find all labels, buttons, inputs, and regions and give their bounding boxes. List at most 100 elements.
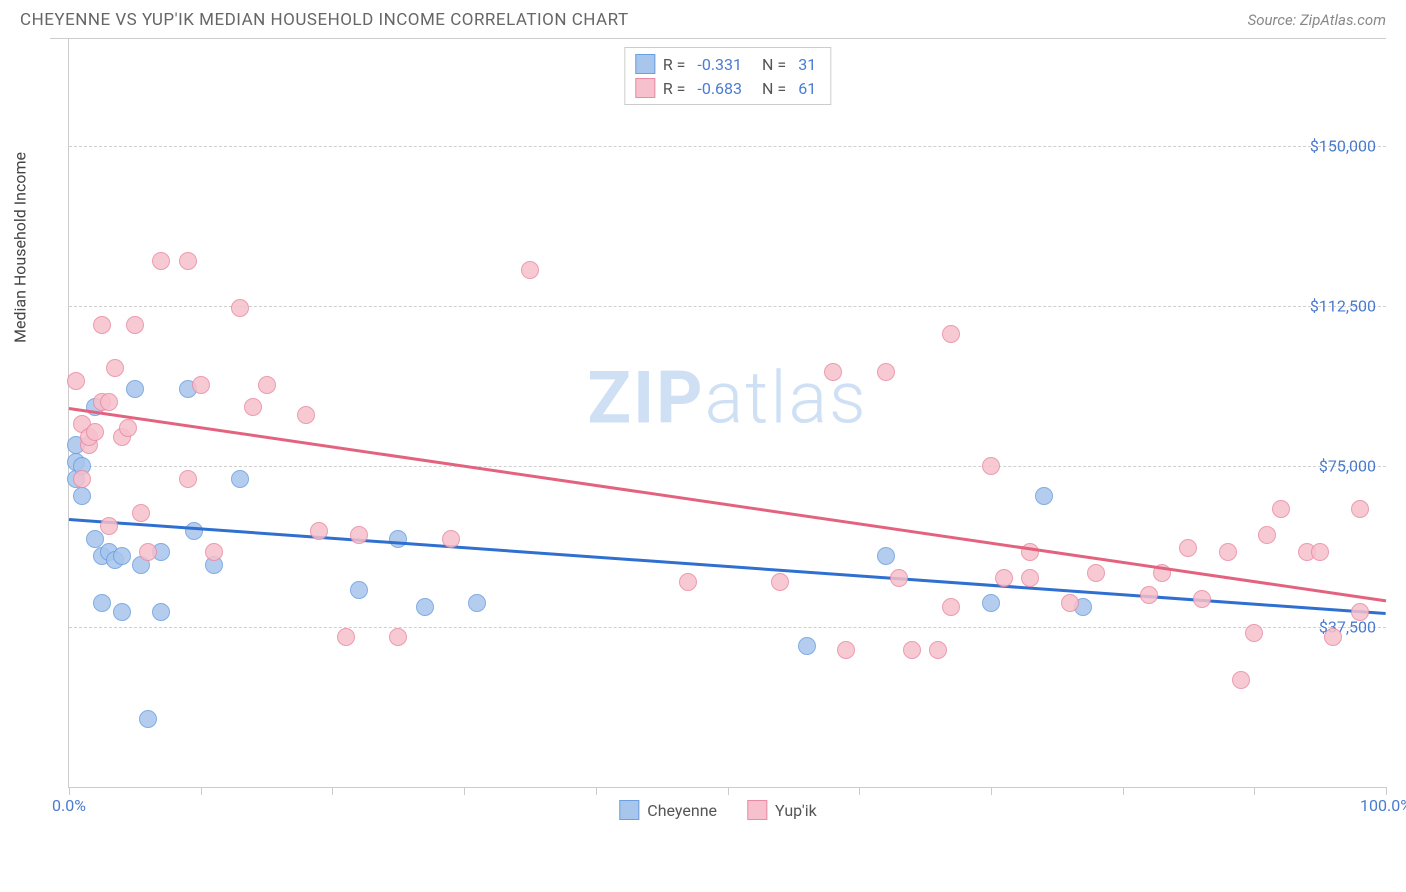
plot-area: ZIPatlas R = -0.331 N = 31 R = -0.683 N … (68, 39, 1386, 788)
r-value-yupik: -0.683 (697, 79, 742, 98)
scatter-point-cheyenne (93, 594, 111, 612)
y-tick-label: $112,500 (1310, 297, 1376, 316)
x-tick (1254, 787, 1255, 795)
legend-item-cheyenne: Cheyenne (619, 800, 717, 820)
scatter-point-cheyenne (468, 594, 486, 612)
scatter-point-yup'ik (244, 398, 262, 416)
x-tick (1386, 787, 1387, 795)
x-tick-label: 0.0% (52, 796, 86, 815)
scatter-point-yup'ik (119, 419, 137, 437)
trend-line-cheyenne (69, 518, 1386, 615)
scatter-point-yup'ik (297, 406, 315, 424)
n-value-yupik: 61 (798, 79, 816, 98)
scatter-point-cheyenne (185, 522, 203, 540)
scatter-point-yup'ik (995, 569, 1013, 587)
scatter-point-yup'ik (1087, 564, 1105, 582)
scatter-point-cheyenne (152, 603, 170, 621)
scatter-point-yup'ik (231, 299, 249, 317)
scatter-point-yup'ik (982, 457, 1000, 475)
scatter-point-yup'ik (890, 569, 908, 587)
source-attribution: Source: ZipAtlas.com (1248, 11, 1386, 29)
scatter-point-yup'ik (126, 316, 144, 334)
scatter-point-yup'ik (1140, 586, 1158, 604)
gridline (69, 306, 1386, 307)
scatter-point-yup'ik (67, 372, 85, 390)
x-tick (1123, 787, 1124, 795)
scatter-point-yup'ik (1324, 628, 1342, 646)
legend-label-yupik: Yup'ik (775, 801, 817, 820)
scatter-point-yup'ik (929, 641, 947, 659)
scatter-point-cheyenne (982, 594, 1000, 612)
watermark-light: atlas (705, 356, 868, 441)
scatter-point-yup'ik (1311, 543, 1329, 561)
scatter-point-yup'ik (93, 316, 111, 334)
scatter-point-cheyenne (877, 547, 895, 565)
scatter-point-yup'ik (1232, 671, 1250, 689)
scatter-point-cheyenne (1035, 487, 1053, 505)
x-tick (991, 787, 992, 795)
scatter-point-yup'ik (337, 628, 355, 646)
scatter-point-yup'ik (1272, 500, 1290, 518)
chart-header: CHEYENNE VS YUP'IK MEDIAN HOUSEHOLD INCO… (0, 0, 1406, 38)
swatch-cheyenne (635, 54, 655, 74)
scatter-point-yup'ik (877, 363, 895, 381)
r-value-cheyenne: -0.331 (697, 55, 742, 74)
scatter-point-yup'ik (350, 526, 368, 544)
swatch-yupik (635, 78, 655, 98)
stats-box: R = -0.331 N = 31 R = -0.683 N = 61 (624, 47, 831, 105)
scatter-point-yup'ik (837, 641, 855, 659)
scatter-point-yup'ik (903, 641, 921, 659)
scatter-point-yup'ik (1245, 624, 1263, 642)
scatter-point-yup'ik (1219, 543, 1237, 561)
x-tick-label: 100.0% (1360, 796, 1406, 815)
scatter-point-yup'ik (1258, 526, 1276, 544)
scatter-point-yup'ik (942, 325, 960, 343)
legend-swatch-yupik (747, 800, 767, 820)
scatter-point-cheyenne (73, 487, 91, 505)
watermark-bold: ZIP (587, 356, 704, 441)
scatter-point-yup'ik (73, 470, 91, 488)
x-tick (596, 787, 597, 795)
scatter-point-yup'ik (179, 470, 197, 488)
scatter-point-cheyenne (113, 603, 131, 621)
scatter-point-yup'ik (1179, 539, 1197, 557)
scatter-point-yup'ik (1351, 500, 1369, 518)
scatter-point-cheyenne (113, 547, 131, 565)
scatter-point-cheyenne (350, 581, 368, 599)
scatter-point-cheyenne (416, 598, 434, 616)
scatter-point-yup'ik (521, 261, 539, 279)
scatter-point-yup'ik (389, 628, 407, 646)
legend: Cheyenne Yup'ik (619, 800, 816, 820)
x-tick (464, 787, 465, 795)
scatter-point-yup'ik (442, 530, 460, 548)
scatter-point-yup'ik (86, 423, 104, 441)
scatter-point-yup'ik (106, 359, 124, 377)
n-label: N = (762, 55, 786, 74)
gridline (69, 146, 1386, 147)
scatter-point-yup'ik (205, 543, 223, 561)
legend-label-cheyenne: Cheyenne (647, 801, 717, 820)
r-label: R = (663, 55, 686, 74)
x-tick (728, 787, 729, 795)
chart-title: CHEYENNE VS YUP'IK MEDIAN HOUSEHOLD INCO… (20, 10, 629, 30)
x-tick (201, 787, 202, 795)
gridline (69, 466, 1386, 467)
legend-swatch-cheyenne (619, 800, 639, 820)
scatter-point-yup'ik (100, 517, 118, 535)
trend-line-yup'ik (69, 407, 1386, 602)
stats-row-yupik: R = -0.683 N = 61 (635, 76, 820, 100)
scatter-point-yup'ik (1193, 590, 1211, 608)
chart-container: Median Household Income ZIPatlas R = -0.… (50, 38, 1386, 818)
stats-row-cheyenne: R = -0.331 N = 31 (635, 52, 820, 76)
x-tick (332, 787, 333, 795)
scatter-point-cheyenne (231, 470, 249, 488)
gridline (69, 627, 1386, 628)
scatter-point-yup'ik (132, 504, 150, 522)
scatter-point-yup'ik (310, 522, 328, 540)
scatter-point-yup'ik (1351, 603, 1369, 621)
scatter-point-yup'ik (1021, 569, 1039, 587)
scatter-point-yup'ik (139, 543, 157, 561)
scatter-point-yup'ik (152, 252, 170, 270)
scatter-point-yup'ik (179, 252, 197, 270)
scatter-point-yup'ik (258, 376, 276, 394)
